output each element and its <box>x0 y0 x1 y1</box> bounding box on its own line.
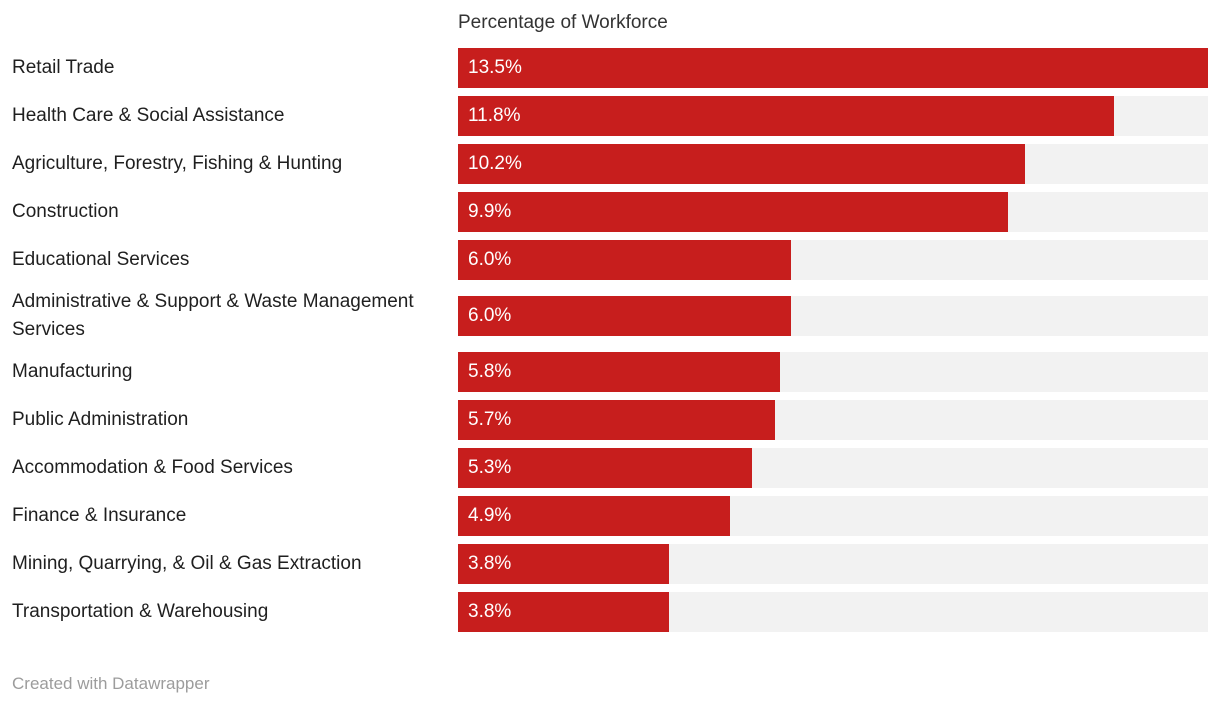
bar-track: 10.2% <box>458 144 1208 184</box>
row-label: Administrative & Support & Waste Managem… <box>12 291 414 340</box>
row-label: Manufacturing <box>12 361 133 382</box>
bar: 3.8% <box>458 592 670 632</box>
bar-track: 3.8% <box>458 544 1208 584</box>
bar: 6.0% <box>458 240 792 280</box>
chart-row: Manufacturing 5.8% <box>12 352 1208 392</box>
bar: 4.9% <box>458 496 731 536</box>
chart-title: Percentage of Workforce <box>458 12 668 33</box>
bar: 10.2% <box>458 144 1025 184</box>
bar-value-label: 3.8% <box>468 553 512 574</box>
chart-row: Construction 9.9% <box>12 192 1208 232</box>
row-label: Construction <box>12 201 119 222</box>
chart-row: Public Administration 5.7% <box>12 400 1208 440</box>
bar: 13.5% <box>458 48 1208 88</box>
row-label: Finance & Insurance <box>12 505 187 526</box>
chart-row: Retail Trade 13.5% <box>12 48 1208 88</box>
chart-row: Agriculture, Forestry, Fishing & Hunting… <box>12 144 1208 184</box>
bar-value-label: 5.8% <box>468 361 512 382</box>
row-label: Agriculture, Forestry, Fishing & Hunting <box>12 153 343 174</box>
bar-value-label: 9.9% <box>468 201 512 222</box>
bar: 3.8% <box>458 544 670 584</box>
chart-header: Percentage of Workforce <box>12 0 1208 48</box>
chart-row: Transportation & Warehousing 3.8% <box>12 592 1208 632</box>
bar-track: 5.3% <box>458 448 1208 488</box>
bar: 5.8% <box>458 352 781 392</box>
row-label: Mining, Quarrying, & Oil & Gas Extractio… <box>12 553 362 574</box>
chart-row: Accommodation & Food Services 5.3% <box>12 448 1208 488</box>
footer-credit: Created with Datawrapper <box>12 674 210 693</box>
row-label: Educational Services <box>12 249 190 270</box>
chart-row: Finance & Insurance 4.9% <box>12 496 1208 536</box>
bar-value-label: 6.0% <box>468 305 512 326</box>
row-label: Accommodation & Food Services <box>12 457 293 478</box>
row-label: Transportation & Warehousing <box>12 601 269 622</box>
bar-track: 9.9% <box>458 192 1208 232</box>
bar-track: 3.8% <box>458 592 1208 632</box>
row-label: Retail Trade <box>12 57 115 78</box>
bar-value-label: 4.9% <box>468 505 512 526</box>
bar-track: 6.0% <box>458 240 1208 280</box>
bar: 5.7% <box>458 400 775 440</box>
bar-track: 13.5% <box>458 48 1208 88</box>
bar-value-label: 5.3% <box>468 457 512 478</box>
bar: 11.8% <box>458 96 1114 136</box>
bar-value-label: 10.2% <box>468 153 522 174</box>
bar: 9.9% <box>458 192 1008 232</box>
bar-value-label: 3.8% <box>468 601 512 622</box>
chart-row: Health Care & Social Assistance 11.8% <box>12 96 1208 136</box>
row-label: Public Administration <box>12 409 189 430</box>
chart-row: Educational Services 6.0% <box>12 240 1208 280</box>
bar: 5.3% <box>458 448 753 488</box>
row-label: Health Care & Social Assistance <box>12 105 285 126</box>
bar-track: 6.0% <box>458 296 1208 336</box>
bar-rows: Retail Trade 13.5% Health Care & Social … <box>12 48 1208 632</box>
bar-track: 5.8% <box>458 352 1208 392</box>
bar-track: 4.9% <box>458 496 1208 536</box>
chart-row: Administrative & Support & Waste Managem… <box>12 288 1208 344</box>
bar-value-label: 11.8% <box>468 105 521 126</box>
chart-footer: Created with Datawrapper <box>12 674 1208 694</box>
bar-track: 11.8% <box>458 96 1208 136</box>
bar-track: 5.7% <box>458 400 1208 440</box>
bar-value-label: 5.7% <box>468 409 512 430</box>
chart-row: Mining, Quarrying, & Oil & Gas Extractio… <box>12 544 1208 584</box>
bar-value-label: 6.0% <box>468 249 512 270</box>
bar: 6.0% <box>458 296 792 336</box>
bar-value-label: 13.5% <box>468 57 522 78</box>
